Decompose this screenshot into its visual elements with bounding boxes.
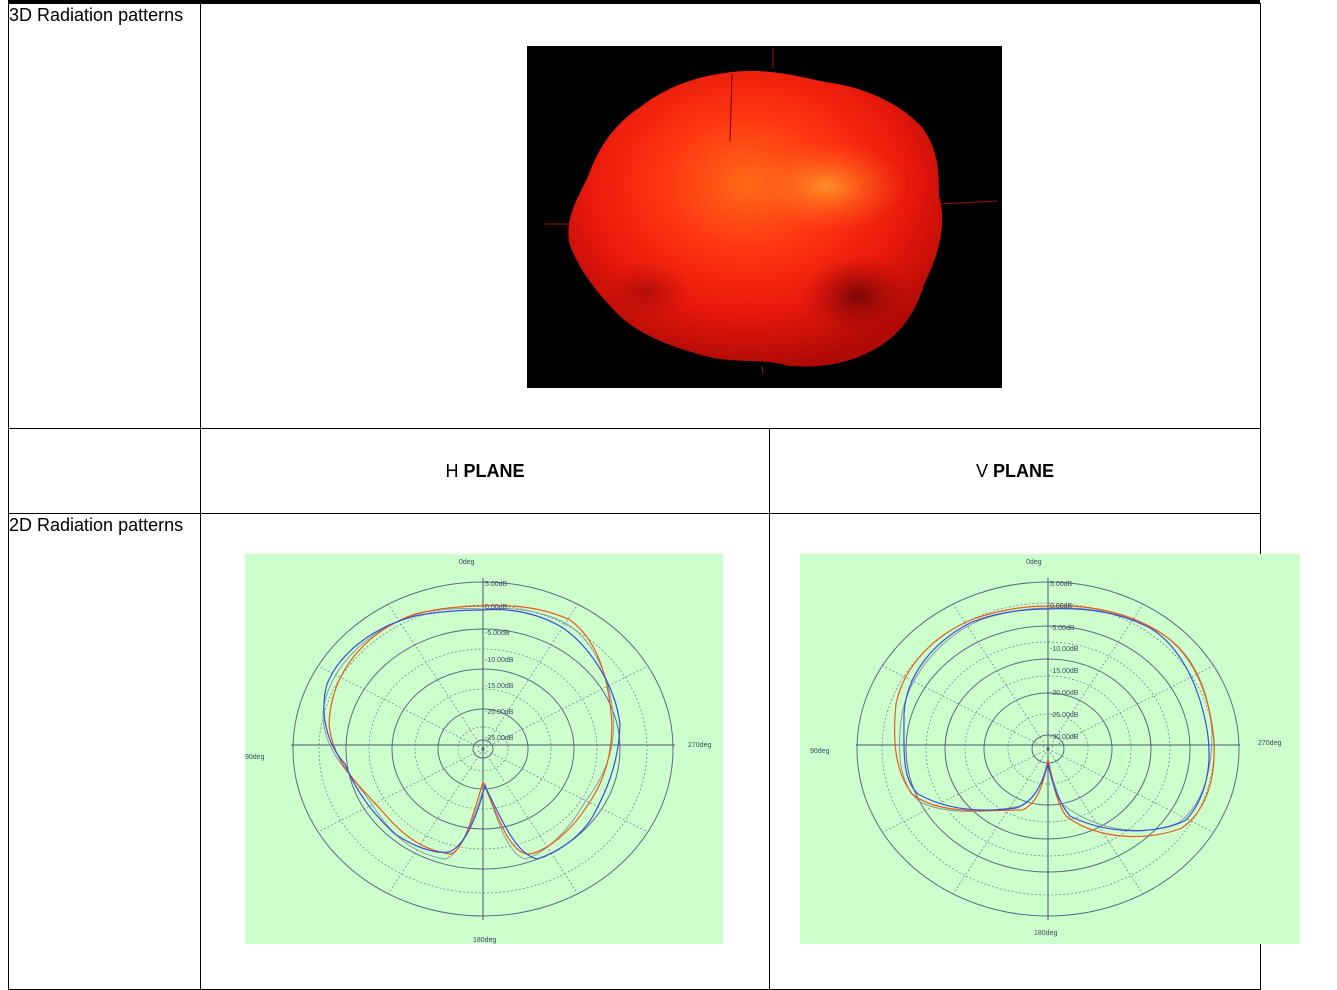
h-spoke	[482, 665, 649, 750]
v-ring-label: -10.00dB	[1050, 646, 1079, 653]
top-border	[8, 0, 1260, 3]
cell-3d-image	[200, 3, 1261, 429]
v-spoke	[1047, 748, 1144, 895]
h-spoke	[387, 603, 484, 750]
v-ring-label: -25.00dB	[1050, 712, 1079, 719]
h-spoke	[482, 748, 649, 833]
v-ring-dotted	[964, 675, 1132, 823]
label-3d-text: 3D Radiation patterns	[9, 5, 184, 25]
label-2d-text: 2D Radiation patterns	[9, 515, 184, 535]
h-ring-label: 0.00dB	[485, 604, 508, 611]
v-ring-label: -5.00dB	[1050, 625, 1075, 632]
h-spoke	[482, 748, 579, 895]
h-spoke	[317, 665, 484, 750]
v-spoke	[1047, 665, 1214, 750]
label-2d-radiation: 2D Radiation patterns	[8, 513, 201, 990]
v-spoke	[882, 748, 1049, 833]
v-spoke	[952, 603, 1049, 750]
h-ring-label: -10.00dB	[485, 657, 514, 664]
v-plane-header: V PLANE	[769, 428, 1261, 514]
h-ring-dotted	[318, 604, 648, 894]
empty-cell	[8, 428, 201, 514]
h-plot-background	[245, 554, 723, 944]
h-plane-prefix: H	[445, 460, 459, 481]
h-label-left: 90deg	[245, 754, 265, 761]
h-ring-label: -5.00dB	[485, 630, 510, 637]
v-plane-bold: PLANE	[993, 460, 1055, 481]
h-label-bottom: 180deg	[473, 937, 496, 944]
v-trace-red	[893, 605, 1215, 838]
h-ring-label: -20.00dB	[485, 709, 514, 716]
v-label-left: 90deg	[810, 748, 830, 755]
row-2d: 2D Radiation patterns	[8, 513, 1300, 990]
radiation-3d-image	[527, 46, 1002, 388]
v-label-bottom: 180deg	[1034, 930, 1057, 937]
h-trace-blue	[323, 608, 621, 860]
row-planes: H PLANE V PLANE	[8, 428, 1261, 514]
h-plane-polar-plot: 0deg 90deg 270deg 180deg 5.00dB 0.00dB -…	[245, 554, 723, 949]
v-spoke	[952, 748, 1049, 895]
label-3d-radiation: 3D Radiation patterns	[8, 3, 201, 429]
cell-v-plane-plot: 0deg 90deg 270deg 180deg 5.00dB 0.00dB -…	[769, 513, 1300, 990]
row-3d: 3D Radiation patterns	[8, 3, 1261, 429]
v-label-top: 0deg	[1026, 559, 1042, 566]
v-plane-polar-plot: 0deg 90deg 270deg 180deg 5.00dB 0.00dB -…	[800, 554, 1300, 949]
v-plane-prefix: V	[975, 460, 988, 481]
v-ring-dotted	[925, 641, 1171, 857]
h-label-right: 270deg	[688, 742, 711, 749]
h-plane-header: H PLANE	[200, 428, 770, 514]
h-ring-label: 5.00dB	[485, 581, 508, 588]
v-trace-blue	[903, 608, 1210, 832]
v-ring-label: -20.00dB	[1050, 690, 1079, 697]
v-label-right: 270deg	[1258, 740, 1281, 747]
h-plane-bold: PLANE	[463, 460, 525, 481]
h-spoke	[317, 748, 484, 833]
cell-h-plane-plot: 0deg 90deg 270deg 180deg 5.00dB 0.00dB -…	[200, 513, 770, 990]
h-spoke	[387, 748, 484, 895]
v-spoke	[1047, 603, 1144, 750]
h-label-top: 0deg	[459, 559, 475, 566]
v-spoke	[1047, 748, 1214, 833]
v-ring-label: 5.00dB	[1050, 581, 1073, 588]
v-spoke	[882, 665, 1049, 750]
v-ring-label: -30.00dB	[1050, 734, 1079, 741]
h-ring-label: -25.00dB	[485, 735, 514, 742]
v-ring-label: -15.00dB	[1050, 668, 1079, 675]
radiation-table: 3D Radiation patterns	[8, 3, 1300, 990]
v-ring-label: 0.00dB	[1050, 603, 1073, 610]
v-plot-background	[800, 554, 1300, 944]
h-ring-label: -15.00dB	[485, 683, 514, 690]
